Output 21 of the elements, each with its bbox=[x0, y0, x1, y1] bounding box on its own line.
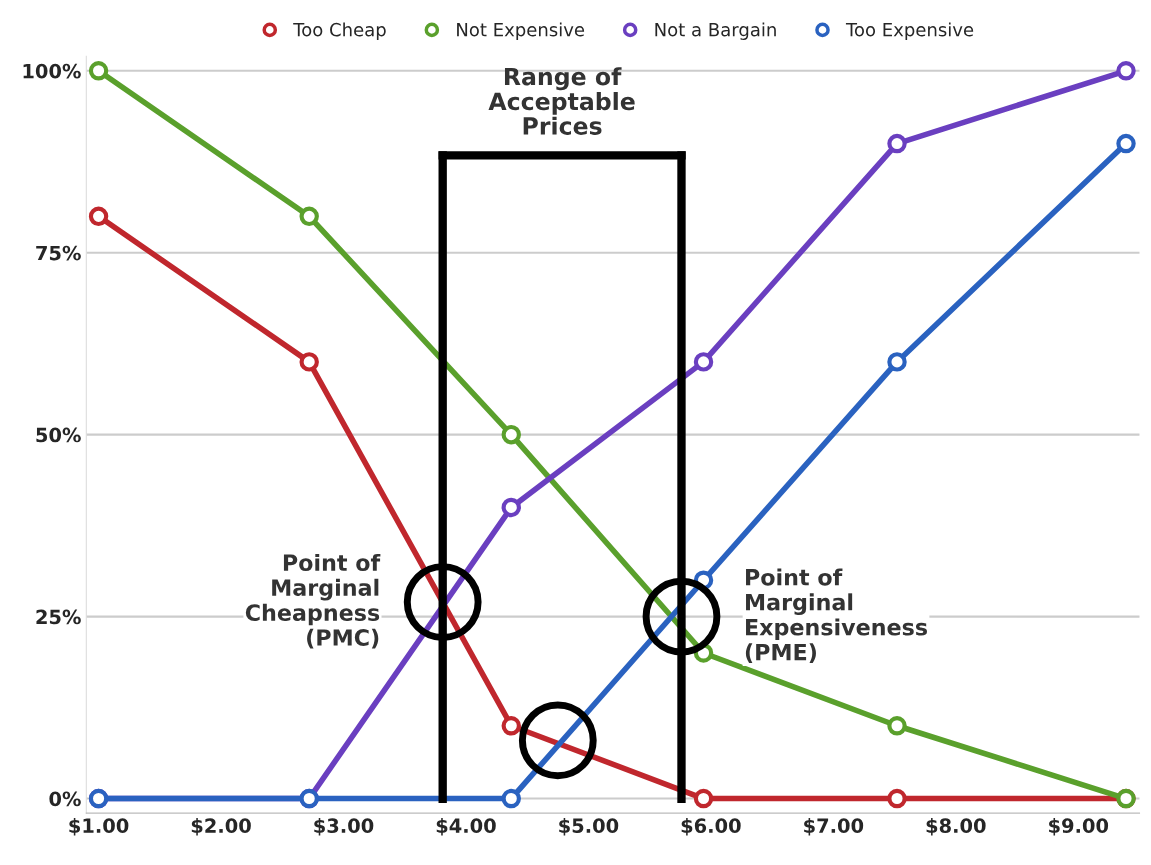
y-tick-label: 25% bbox=[36, 609, 81, 625]
x-tick-label: $6.00 bbox=[681, 817, 741, 836]
legend-label: Too Cheap bbox=[293, 22, 386, 40]
y-tick-label: 75% bbox=[36, 245, 81, 261]
legend-label: Not a Bargain bbox=[655, 22, 776, 40]
x-tick-label: $9.00 bbox=[1049, 817, 1109, 836]
y-tick-label: 100% bbox=[23, 63, 81, 79]
x-tick-label: $8.00 bbox=[926, 817, 986, 836]
y-tick-label: 0% bbox=[49, 791, 81, 807]
annotation: Range of Acceptable Prices bbox=[488, 67, 635, 135]
legend-label: Not Expensive bbox=[457, 22, 585, 40]
x-tick-label: $4.00 bbox=[436, 817, 496, 836]
x-tick-label: $7.00 bbox=[804, 817, 864, 836]
x-tick-label: $1.00 bbox=[69, 817, 129, 836]
x-tick-label: $5.00 bbox=[559, 817, 619, 836]
annotation: Point of Marginal Expensiveness (PME) bbox=[745, 568, 927, 664]
x-tick-label: $2.00 bbox=[191, 817, 251, 836]
y-tick-label: 50% bbox=[36, 427, 81, 443]
annotation: Point of Marginal Cheapness (PMC) bbox=[245, 553, 381, 649]
legend-label: Too Expensive bbox=[845, 22, 974, 40]
x-tick-label: $3.00 bbox=[314, 817, 374, 836]
